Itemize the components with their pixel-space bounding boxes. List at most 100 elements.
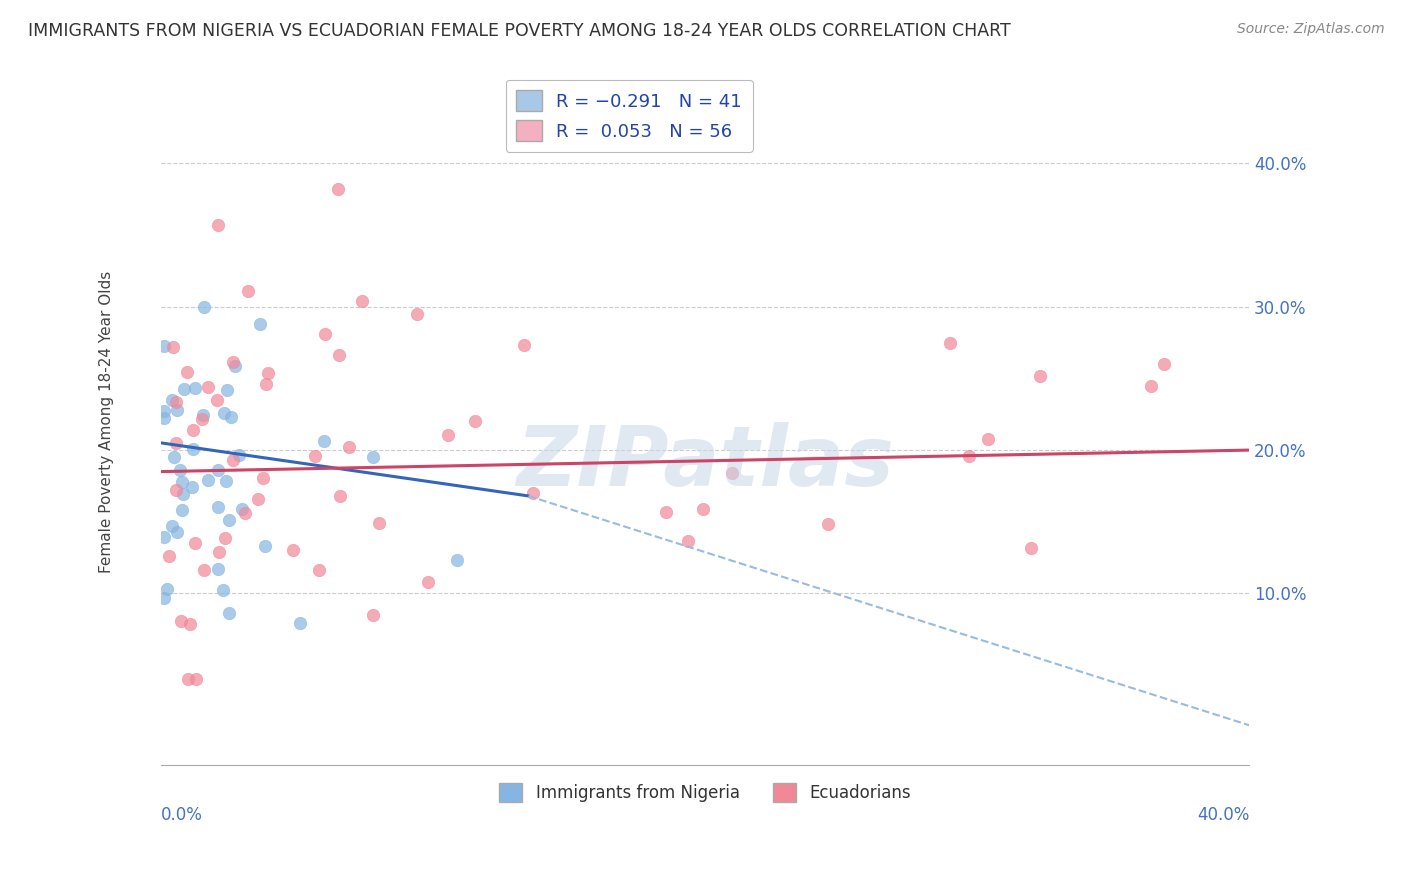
Point (207, 218, 229, 232)
Point (184, 673, 207, 687)
Point (437, 427, 460, 442)
Point (173, 382, 195, 396)
Point (169, 463, 191, 477)
Point (312, 434, 335, 448)
Point (193, 409, 215, 423)
Point (165, 483, 187, 497)
Point (446, 552, 468, 566)
Point (314, 326, 336, 341)
Point (176, 365, 198, 379)
Point (184, 535, 207, 549)
Point (172, 503, 194, 517)
Point (214, 531, 236, 545)
Point (153, 410, 176, 425)
Point (246, 492, 269, 507)
Point (337, 440, 360, 454)
Point (288, 615, 311, 630)
Point (172, 486, 194, 500)
Point (184, 381, 207, 395)
Point (224, 359, 246, 374)
Point (233, 506, 256, 520)
Point (326, 182, 349, 196)
Point (179, 616, 201, 631)
Point (304, 449, 326, 463)
Point (1139, 379, 1161, 393)
Point (721, 466, 744, 480)
Point (181, 442, 204, 456)
Point (166, 524, 188, 539)
Point (977, 432, 1000, 446)
Point (939, 335, 962, 350)
Point (308, 563, 330, 577)
Point (464, 414, 486, 428)
Point (165, 436, 187, 450)
Point (208, 545, 231, 559)
Point (219, 409, 242, 424)
Point (218, 513, 240, 527)
Text: Female Poverty Among 18-24 Year Olds: Female Poverty Among 18-24 Year Olds (100, 270, 114, 573)
Point (170, 615, 193, 629)
Point (153, 591, 176, 605)
Point (172, 475, 194, 489)
Point (418, 575, 440, 590)
Point (191, 412, 214, 426)
Point (361, 450, 384, 465)
Point (253, 539, 276, 553)
Text: IMMIGRANTS FROM NIGERIA VS ECUADORIAN FEMALE POVERTY AMONG 18-24 YEAR OLDS CORRE: IMMIGRANTS FROM NIGERIA VS ECUADORIAN FE… (28, 22, 1011, 40)
Point (329, 489, 352, 503)
Point (249, 317, 271, 331)
Point (207, 562, 229, 576)
Point (162, 340, 184, 354)
Point (957, 449, 980, 463)
Point (197, 473, 219, 487)
Text: 40.0%: 40.0% (1197, 805, 1250, 823)
Point (153, 530, 176, 544)
Point (692, 502, 714, 516)
Point (231, 502, 253, 516)
Legend: Immigrants from Nigeria, Ecuadorians: Immigrants from Nigeria, Ecuadorians (492, 776, 918, 809)
Point (281, 542, 304, 557)
Point (676, 533, 699, 548)
Point (817, 516, 839, 531)
Point (215, 475, 238, 489)
Point (157, 549, 180, 564)
Point (352, 293, 374, 308)
Point (221, 453, 243, 467)
Point (166, 403, 188, 417)
Text: Source: ZipAtlas.com: Source: ZipAtlas.com (1237, 22, 1385, 37)
Point (197, 380, 219, 394)
Point (153, 339, 176, 353)
Point (252, 471, 274, 485)
Point (217, 383, 239, 397)
Point (238, 284, 260, 298)
Point (177, 673, 200, 687)
Point (256, 366, 278, 380)
Point (228, 448, 250, 462)
Point (193, 300, 215, 314)
Point (160, 519, 183, 533)
Point (207, 463, 229, 477)
Point (221, 355, 243, 369)
Text: 0.0%: 0.0% (162, 805, 204, 823)
Point (361, 608, 384, 623)
Point (156, 582, 179, 596)
Point (163, 450, 186, 465)
Point (1153, 357, 1175, 371)
Point (180, 480, 202, 494)
Point (207, 393, 229, 408)
Point (513, 338, 536, 352)
Text: ZIPatlas: ZIPatlas (516, 422, 894, 503)
Point (522, 485, 544, 500)
Point (207, 500, 229, 514)
Point (218, 607, 240, 621)
Point (328, 348, 350, 362)
Point (193, 563, 215, 577)
Point (153, 404, 176, 418)
Point (165, 395, 187, 409)
Point (211, 582, 233, 597)
Point (406, 307, 429, 321)
Point (1019, 541, 1042, 556)
Point (254, 377, 277, 392)
Point (367, 516, 389, 530)
Point (1029, 369, 1052, 384)
